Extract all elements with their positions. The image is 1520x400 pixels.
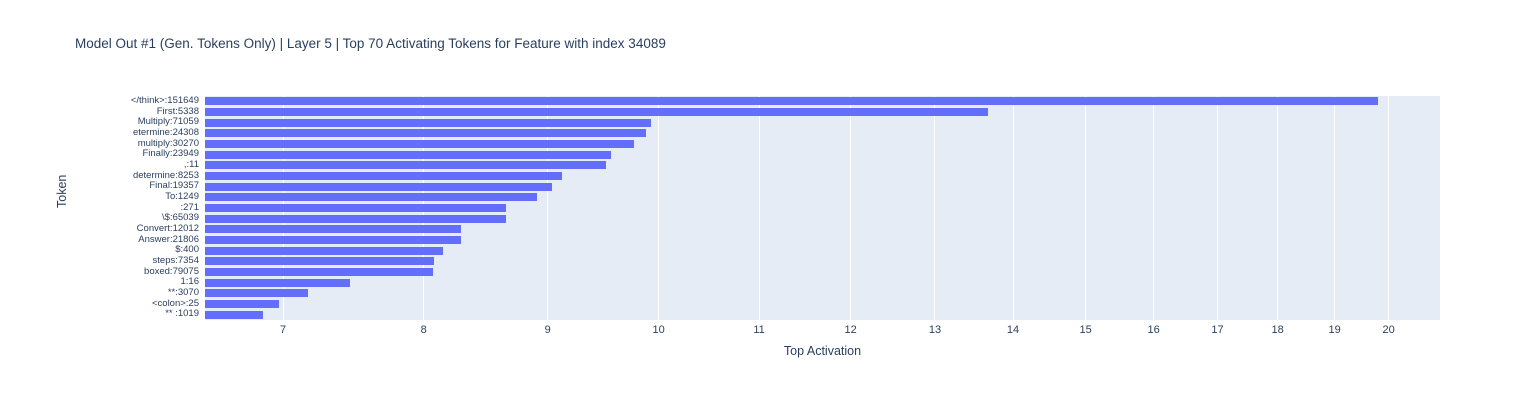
bar-etermine:24308[interactable] [205, 129, 646, 138]
y-tick-label: <colon>:25 [151, 297, 199, 309]
y-tick-label: 1:16 [180, 276, 200, 288]
bar-Final:19357[interactable] [205, 182, 553, 191]
x-axis-tick-labels: 7 8 9 10 11 12 13 14 15 16 17 18 19 20 [205, 324, 1440, 340]
x-tick-label: 12 [844, 324, 857, 336]
bar-** :1019[interactable] [205, 310, 264, 319]
y-axis-tick-labels: </think>:151649 First:5338 Multiply:71059 e… [0, 95, 202, 320]
bar-**:3070[interactable] [205, 289, 309, 298]
bar-determine:8253[interactable] [205, 171, 562, 181]
bar-Answer:21806[interactable] [205, 235, 462, 245]
y-tick-label: $:400 [175, 244, 199, 256]
x-tick-label: 13 [928, 324, 942, 336]
bar-steps:7354[interactable] [205, 257, 435, 266]
bar-\$:65039[interactable] [205, 214, 506, 223]
y-tick-label: Final:19357 [149, 180, 199, 192]
y-tick-label: determine:8253 [132, 169, 199, 181]
y-tick-label: steps:7354 [152, 255, 199, 266]
gridline-x-20 [1388, 96, 1390, 320]
bar-<colon>:25[interactable] [205, 299, 279, 309]
gridline-x-18 [1277, 96, 1279, 320]
x-tick-label: 19 [1328, 324, 1341, 336]
bar-To:1249[interactable] [205, 193, 538, 202]
gridline-x-14 [1012, 96, 1014, 320]
bar-1:16[interactable] [205, 278, 351, 287]
y-tick-label: Multiply:71059 [137, 116, 199, 128]
plot-area[interactable] [205, 96, 1440, 320]
y-tick-label: boxed:79075 [144, 265, 199, 277]
x-tick-label: 15 [1079, 324, 1092, 336]
y-tick-label: ,:11 [183, 159, 199, 170]
y-tick-label: etermine:24308 [132, 127, 199, 138]
gridline-x-12 [850, 96, 852, 320]
gridline-x-17 [1216, 96, 1218, 320]
x-tick-label: 20 [1382, 324, 1395, 336]
gridline-x-15 [1085, 96, 1087, 320]
x-axis-title: Top Activation [783, 344, 862, 358]
bar-,:11[interactable] [205, 161, 606, 170]
bar-Multiply:71059[interactable] [205, 118, 652, 127]
y-tick-label: Convert:12012 [136, 223, 199, 234]
y-tick-label: Answer:21806 [138, 233, 199, 245]
bar-boxed:79075[interactable] [205, 267, 433, 277]
x-tick-label: 7 [279, 324, 287, 336]
x-tick-label: 17 [1211, 324, 1224, 336]
x-tick-label: 9 [544, 324, 551, 336]
y-tick-label: :271 [180, 201, 200, 213]
x-tick-label: 10 [652, 324, 665, 336]
bar-First:5338[interactable] [205, 107, 988, 117]
x-tick-label: 11 [753, 324, 765, 336]
y-tick-label: multiply:30270 [137, 137, 199, 149]
gridline-x-13 [934, 96, 936, 320]
y-tick-label: First:5338 [156, 105, 199, 117]
x-tick-label: 18 [1271, 324, 1284, 336]
bar-</think>:151649[interactable] [205, 97, 1378, 106]
bar-$:400[interactable] [205, 246, 444, 255]
x-tick-label: 14 [1006, 324, 1020, 336]
y-tick-label: Finally:23949 [142, 148, 199, 160]
bar-multiply:30270[interactable] [205, 139, 635, 149]
gridline-x-10 [658, 96, 660, 320]
bar-Finally:23949[interactable] [205, 150, 612, 159]
gridline-x-16 [1153, 96, 1155, 320]
y-tick-label: \$:65039 [162, 212, 199, 224]
y-tick-label: **:3070 [167, 287, 199, 298]
x-tick-label: 8 [420, 324, 427, 336]
bar-:271[interactable] [205, 203, 506, 213]
bar-Convert:12012[interactable] [205, 225, 462, 234]
gridline-x-19 [1334, 96, 1336, 320]
gridline-x-9 [547, 96, 549, 320]
y-tick-label: ** :1019 [165, 308, 199, 320]
y-tick-label: </think>:151649 [130, 95, 199, 106]
chart-title: Model Out #1 (Gen. Tokens Only) | Layer … [75, 36, 666, 51]
y-tick-label: To:1249 [165, 191, 199, 202]
x-tick-label: 16 [1147, 324, 1160, 336]
gridline-x-11 [758, 96, 760, 320]
